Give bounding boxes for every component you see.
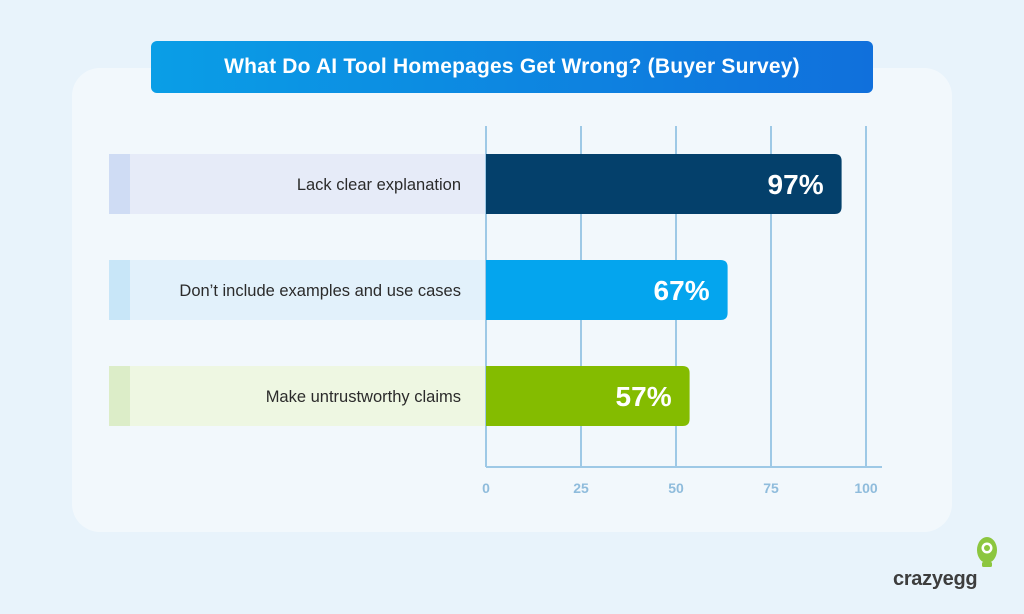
chart-title: What Do AI Tool Homepages Get Wrong? (Bu… xyxy=(151,41,873,93)
egg-icon xyxy=(977,537,997,567)
category-label: Don’t include examples and use cases xyxy=(179,282,461,300)
bar xyxy=(486,260,728,320)
x-tick-label: 50 xyxy=(668,480,684,496)
category-label: Make untrustworthy claims xyxy=(266,388,461,406)
x-tick-label: 0 xyxy=(482,480,490,496)
category-label: Lack clear explanation xyxy=(297,176,461,194)
category-label-panel xyxy=(109,260,486,320)
bar xyxy=(486,154,842,214)
bar-value-label: 57% xyxy=(616,381,672,412)
category-label-accent xyxy=(109,154,130,214)
category-label-accent xyxy=(109,260,130,320)
crazyegg-logo xyxy=(977,537,997,567)
x-tick-label: 75 xyxy=(763,480,779,496)
x-tick-label: 100 xyxy=(854,480,878,496)
category-label-panel xyxy=(109,366,486,426)
category-label-panel xyxy=(109,154,486,214)
x-tick-label: 25 xyxy=(573,480,589,496)
bar-value-label: 97% xyxy=(768,169,824,200)
logo-text: crazyegg xyxy=(893,568,978,590)
category-label-accent xyxy=(109,366,130,426)
bar-value-label: 67% xyxy=(654,275,710,306)
bar xyxy=(486,366,690,426)
